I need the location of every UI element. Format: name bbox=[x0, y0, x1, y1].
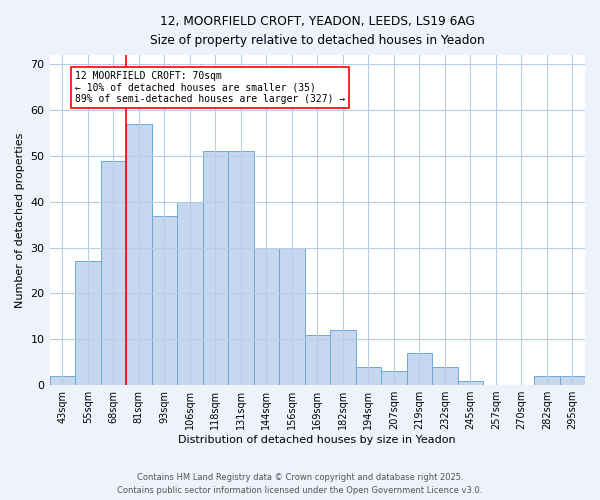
Text: 12 MOORFIELD CROFT: 70sqm
← 10% of detached houses are smaller (35)
89% of semi-: 12 MOORFIELD CROFT: 70sqm ← 10% of detac… bbox=[75, 71, 345, 104]
Text: Contains HM Land Registry data © Crown copyright and database right 2025.
Contai: Contains HM Land Registry data © Crown c… bbox=[118, 474, 482, 495]
Bar bbox=[458, 380, 483, 385]
Bar bbox=[534, 376, 560, 385]
Bar bbox=[560, 376, 585, 385]
Bar bbox=[407, 353, 432, 385]
Bar bbox=[126, 124, 152, 385]
Bar bbox=[381, 372, 407, 385]
Bar bbox=[228, 152, 254, 385]
Bar bbox=[254, 248, 279, 385]
Bar bbox=[50, 376, 75, 385]
Bar bbox=[330, 330, 356, 385]
Bar bbox=[152, 216, 177, 385]
Bar bbox=[101, 160, 126, 385]
Bar bbox=[279, 248, 305, 385]
Bar bbox=[432, 367, 458, 385]
Bar bbox=[177, 202, 203, 385]
Y-axis label: Number of detached properties: Number of detached properties bbox=[15, 132, 25, 308]
Title: 12, MOORFIELD CROFT, YEADON, LEEDS, LS19 6AG
Size of property relative to detach: 12, MOORFIELD CROFT, YEADON, LEEDS, LS19… bbox=[150, 15, 485, 47]
Bar bbox=[305, 334, 330, 385]
Bar bbox=[356, 367, 381, 385]
X-axis label: Distribution of detached houses by size in Yeadon: Distribution of detached houses by size … bbox=[178, 435, 456, 445]
Bar bbox=[75, 262, 101, 385]
Bar bbox=[203, 152, 228, 385]
